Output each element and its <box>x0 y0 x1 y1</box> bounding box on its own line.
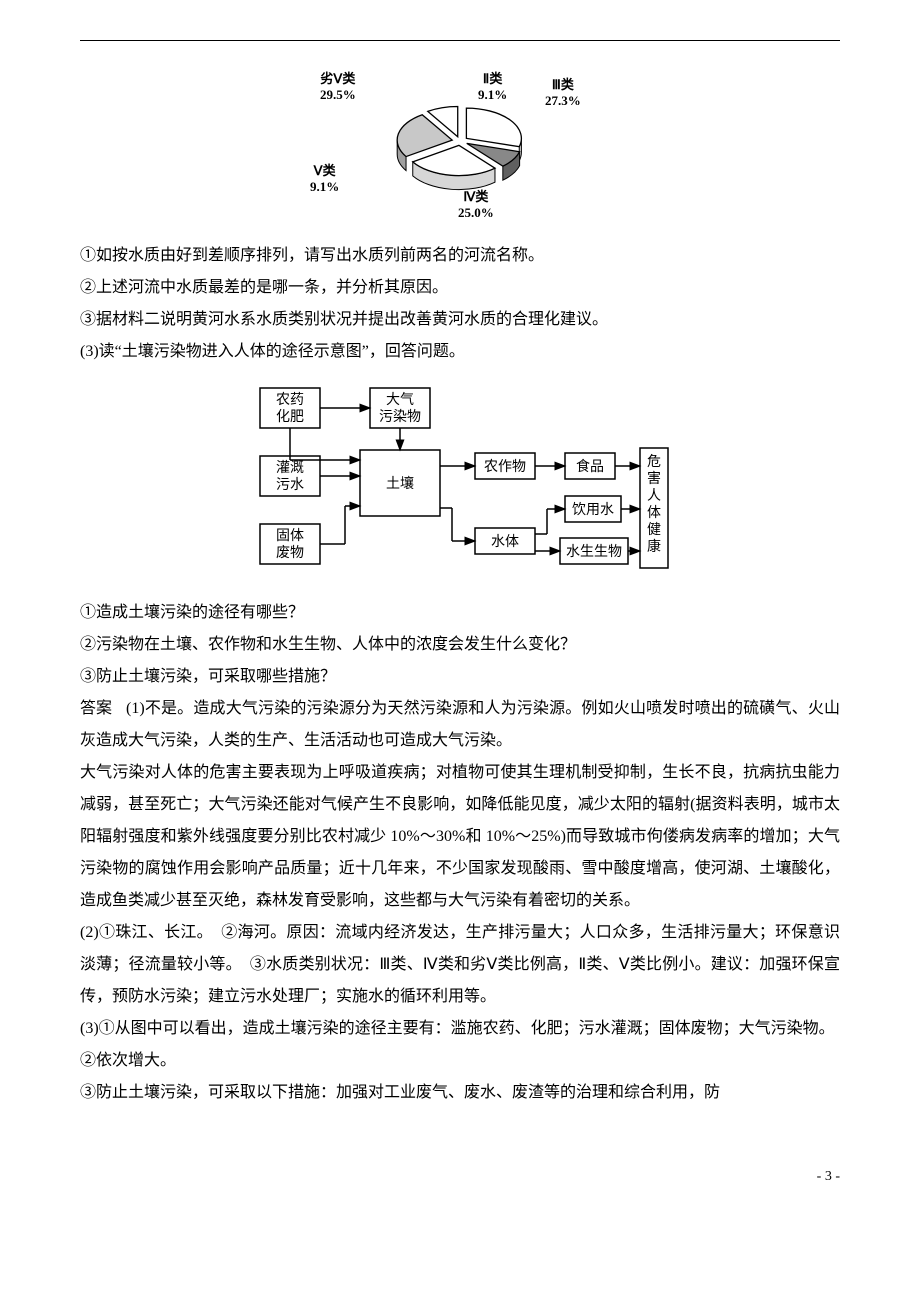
flow-svg: 农药化肥 大气污染物灌溉污水固体废物 土壤 农作物水体 食品饮用水水生生物 危害人体健康 <box>240 378 680 578</box>
svg-text:化肥: 化肥 <box>276 409 304 425</box>
page-number: - 3 - <box>80 1169 840 1185</box>
svg-text:危: 危 <box>647 454 661 470</box>
answer-1b: 大气污染对人体的危害主要表现为上呼吸道疾病；对植物可使其生理机制受抑制，生长不良… <box>80 757 840 917</box>
svg-text:水体: 水体 <box>491 534 519 550</box>
page-container: 劣Ⅴ类29.5% Ⅱ类9.1% Ⅲ类27.3% Ⅴ类9.1% Ⅳ类25.0% ①如按水质… <box>80 0 840 1245</box>
svg-text:健: 健 <box>647 522 661 538</box>
answer-label: 答案 <box>80 693 112 725</box>
q3-1: ①造成土壤污染的途径有哪些？ <box>80 597 840 629</box>
svg-text:食品: 食品 <box>576 458 604 475</box>
svg-text:体: 体 <box>647 505 661 521</box>
q2-1: ①如按水质由好到差顺序排列，请写出水质列前两名的河流名称。 <box>80 240 840 272</box>
answer-3-1: (3)①从图中可以看出，造成土壤污染的途径主要有：滥施农药、化肥；污水灌溉；固体… <box>80 1013 840 1045</box>
svg-text:水生生物: 水生生物 <box>566 544 622 560</box>
svg-text:农作物: 农作物 <box>484 459 526 475</box>
pie-label: Ⅳ类25.0% <box>458 189 494 220</box>
svg-text:土壤: 土壤 <box>386 475 414 492</box>
section3-intro: (3)读“土壤污染物进入人体的途径示意图”，回答问题。 <box>80 336 840 368</box>
q2-2: ②上述河流中水质最差的是哪一条，并分析其原因。 <box>80 272 840 304</box>
pie-label: Ⅴ类9.1% <box>310 163 339 194</box>
pie-label: Ⅱ类9.1% <box>478 71 507 102</box>
svg-text:害: 害 <box>647 471 661 487</box>
pie-label: 劣Ⅴ类29.5% <box>320 71 356 102</box>
svg-text:灌溉: 灌溉 <box>276 460 304 476</box>
q2-3: ③据材料二说明黄河水系水质类别状况并提出改善黄河水质的合理化建议。 <box>80 304 840 336</box>
q3-3: ③防止土壤污染，可采取哪些措施？ <box>80 661 840 693</box>
svg-text:农药: 农药 <box>276 392 304 408</box>
svg-text:饮用水: 饮用水 <box>572 502 614 518</box>
answers-block: 答案(1)不是。造成大气污染的污染源分为天然污染源和人为污染源。例如火山喷发时喷… <box>80 693 840 757</box>
svg-text:大气: 大气 <box>386 392 414 408</box>
svg-text:康: 康 <box>647 538 661 555</box>
answer-2: (2)①珠江、长江。 ②海河。原因：流域内经济发达，生产排污量大；人口众多，生活… <box>80 917 840 1013</box>
svg-text:污水: 污水 <box>276 477 304 493</box>
svg-text:人: 人 <box>647 488 661 504</box>
svg-text:污染物: 污染物 <box>379 409 421 425</box>
top-rule <box>80 40 840 41</box>
pie-chart: 劣Ⅴ类29.5% Ⅱ类9.1% Ⅲ类27.3% Ⅴ类9.1% Ⅳ类25.0% <box>310 71 610 226</box>
svg-text:废物: 废物 <box>276 545 304 561</box>
flow-diagram: 农药化肥 大气污染物灌溉污水固体废物 土壤 农作物水体 食品饮用水水生生物 危害人体健康 <box>240 378 680 583</box>
pie-label: Ⅲ类27.3% <box>545 77 581 108</box>
q3-2: ②污染物在土壤、农作物和水生生物、人体中的浓度会发生什么变化？ <box>80 629 840 661</box>
answer-3-2: ②依次增大。 <box>80 1045 840 1077</box>
answer-1: (1)不是。造成大气污染的污染源分为天然污染源和人为污染源。例如火山喷发时喷出的… <box>80 700 840 749</box>
svg-text:固体: 固体 <box>276 528 304 544</box>
answer-3-3: ③防止土壤污染，可采取以下措施：加强对工业废气、废水、废渣等的治理和综合利用，防 <box>80 1077 840 1109</box>
